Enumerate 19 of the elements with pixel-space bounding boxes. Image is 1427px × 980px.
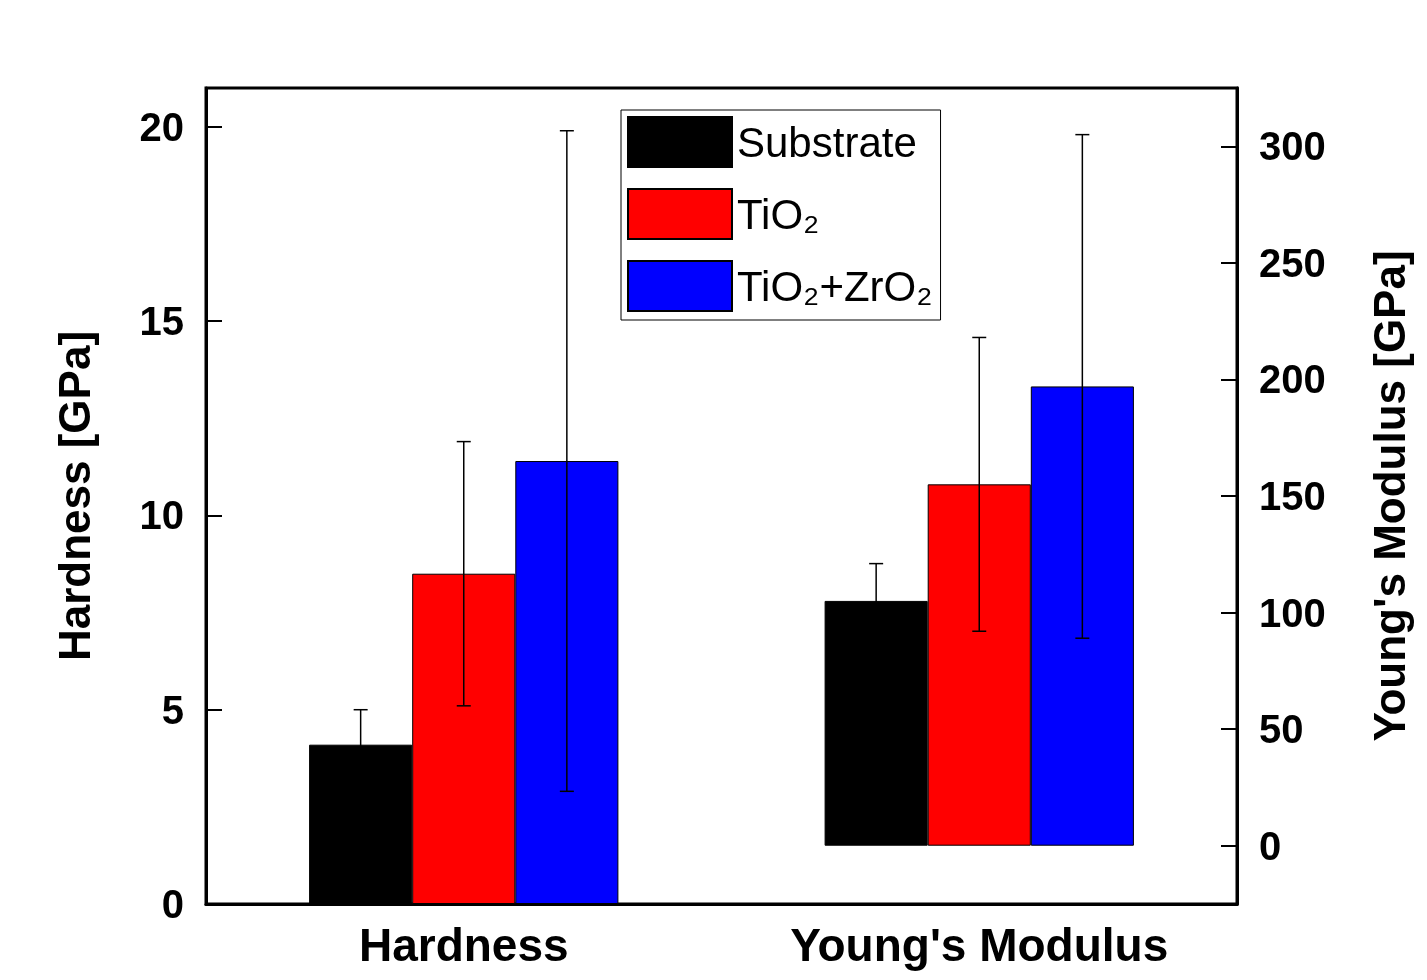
y2-tick-label: 50 <box>1259 707 1304 752</box>
y-tick-label: 20 <box>139 104 184 149</box>
x-tick-label: Hardness <box>358 919 569 971</box>
y-tick-label: 0 <box>161 882 184 926</box>
y2-tick-label: 250 <box>1259 240 1326 285</box>
y-tick-label: 10 <box>139 493 184 538</box>
y-axis-title: Hardness [GPa] <box>49 330 99 662</box>
y2-tick-label: 300 <box>1259 124 1326 169</box>
x-tick-label: Young's Modulus <box>790 919 1169 971</box>
y2-axis-title: Young's Modulus [GPa] <box>1364 250 1414 742</box>
y2-tick-label: 0 <box>1259 823 1282 868</box>
y2-tick-label: 100 <box>1259 590 1326 635</box>
y2-tick-label: 200 <box>1259 357 1326 402</box>
y2-tick-label: 150 <box>1259 474 1326 518</box>
y-tick-label: 15 <box>139 299 184 344</box>
y-tick-label: 5 <box>161 687 184 732</box>
legend-label: TiO₂ <box>737 190 820 238</box>
legend-label: TiO₂+ZrO₂ <box>737 262 933 310</box>
legend-label: Substrate <box>737 118 917 166</box>
